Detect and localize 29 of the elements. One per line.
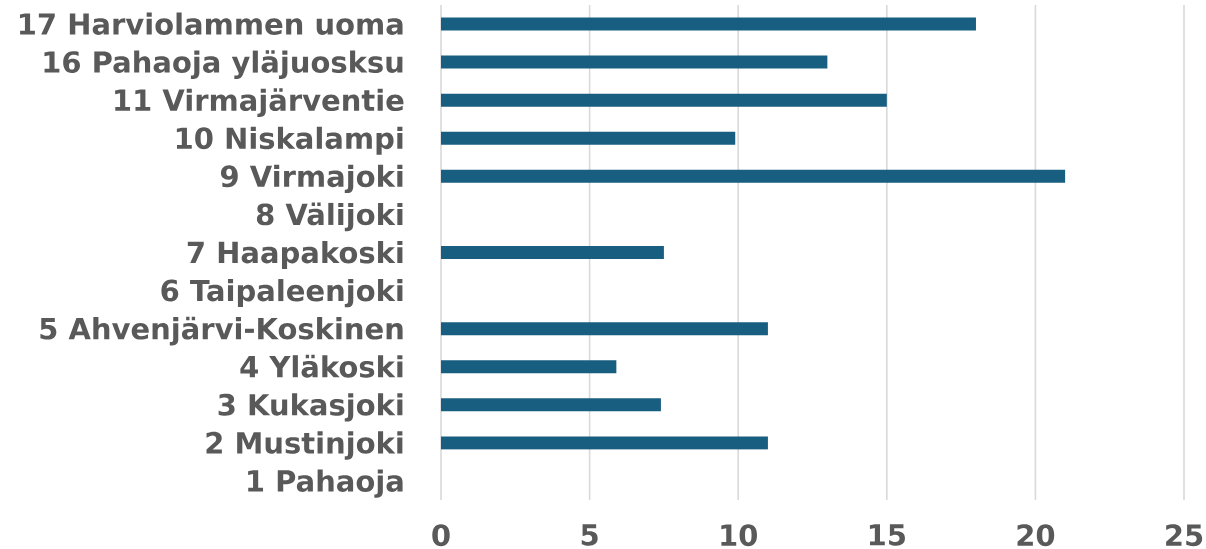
x-tick-label: 10 <box>721 524 757 547</box>
y-tick-label: 17 Harviolammen uoma <box>20 12 403 35</box>
bar <box>441 322 768 336</box>
bar <box>441 398 661 412</box>
y-tick-label: 3 Kukasjoki <box>218 393 403 422</box>
y-tick-label: 6 Taipaleenjoki <box>161 279 403 308</box>
y-tick-label: 1 Pahaoja <box>248 469 403 498</box>
bar <box>441 55 828 69</box>
y-tick-label: 8 Välijoki <box>256 202 403 232</box>
bar <box>441 131 736 145</box>
x-tick-label: 0 <box>432 524 450 547</box>
y-tick-label: 10 Niskalampi <box>176 126 403 155</box>
bar <box>441 360 617 374</box>
x-tick-label: 20 <box>1017 524 1055 547</box>
y-tick-label: 9 Virmajoki <box>220 164 403 194</box>
bar <box>441 169 1066 183</box>
y-tick-label: 2 Mustinjoki <box>206 431 403 460</box>
x-tick-label: 15 <box>869 524 905 546</box>
x-tick-label: 5 <box>581 524 598 546</box>
y-tick-label: 16 Pahaoja yläjuosksu <box>44 50 403 79</box>
y-tick-label: 4 Yläkoski <box>240 354 403 378</box>
bar <box>441 93 887 107</box>
bar <box>441 246 664 260</box>
x-tick-label: 25 <box>1166 524 1203 547</box>
bar <box>441 17 976 31</box>
y-tick-label: 11 Virmajärventie <box>115 88 404 117</box>
bar <box>441 436 768 450</box>
y-tick-label: 5 Ahvenjärvi-Koskinen <box>40 316 403 346</box>
y-tick-label: 7 Haapakoski <box>187 240 403 270</box>
